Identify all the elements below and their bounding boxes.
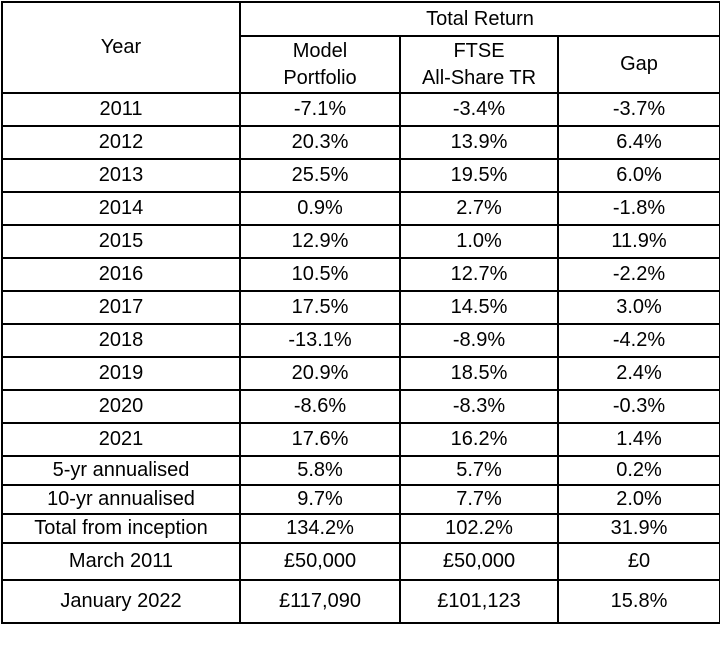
table-row: 2016 10.5% 12.7% -2.2%: [1, 257, 720, 292]
row-label: 2015: [1, 224, 241, 259]
table-row: 10-yr annualised 9.7% 7.7% 2.0%: [1, 484, 720, 515]
table-row: 2018 -13.1% -8.9% -4.2%: [1, 323, 720, 358]
value-cell: £0: [556, 542, 720, 581]
row-label: 2019: [1, 356, 241, 391]
ftse-all-share-column-header: FTSE All-Share TR: [399, 35, 559, 94]
value-cell: 17.6%: [239, 422, 401, 457]
value-cell: £101,123: [399, 579, 559, 624]
row-label: 2021: [1, 422, 241, 457]
value-cell: -4.2%: [556, 323, 720, 358]
row-label: 2018: [1, 323, 241, 358]
value-cell: 20.3%: [239, 125, 401, 160]
row-label: 2017: [1, 290, 241, 325]
table-body: 2011 -7.1% -3.4% -3.7% 2012 20.3% 13.9% 6.4% 201…: [1, 92, 720, 624]
value-cell: 14.5%: [399, 290, 559, 325]
row-label: Total from inception: [1, 513, 241, 544]
value-cell: -8.6%: [239, 389, 401, 424]
value-cell: 31.9%: [556, 513, 720, 544]
table-row: 2015 12.9% 1.0% 11.9%: [1, 224, 720, 259]
table-row: 2013 25.5% 19.5% 6.0%: [1, 158, 720, 193]
value-cell: 15.8%: [556, 579, 720, 624]
table-row: 2019 20.9% 18.5% 2.4%: [1, 356, 720, 391]
value-cell: 18.5%: [399, 356, 559, 391]
table-row: 2017 17.5% 14.5% 3.0%: [1, 290, 720, 325]
row-label: 2016: [1, 257, 241, 292]
model-portfolio-column-header: Model Portfolio: [239, 35, 401, 94]
value-cell: -2.2%: [556, 257, 720, 292]
value-cell: 13.9%: [399, 125, 559, 160]
value-cell: -8.9%: [399, 323, 559, 358]
value-cell: 0.2%: [556, 455, 720, 486]
table-row: March 2011 £50,000 £50,000 £0: [1, 542, 720, 581]
value-cell: £117,090: [239, 579, 401, 624]
returns-table: Year Total Return Model Portfolio FTSE A…: [1, 1, 720, 624]
value-cell: -0.3%: [556, 389, 720, 424]
table-row: 2014 0.9% 2.7% -1.8%: [1, 191, 720, 226]
value-cell: £50,000: [239, 542, 401, 581]
value-cell: 19.5%: [399, 158, 559, 193]
table-row: January 2022 £117,090 £101,123 15.8%: [1, 579, 720, 624]
value-cell: 25.5%: [239, 158, 401, 193]
value-cell: 9.7%: [239, 484, 401, 515]
table-row: 5-yr annualised 5.8% 5.7% 0.2%: [1, 455, 720, 486]
value-cell: 0.9%: [239, 191, 401, 226]
value-cell: -3.7%: [556, 92, 720, 127]
value-cell: £50,000: [399, 542, 559, 581]
value-cell: -1.8%: [556, 191, 720, 226]
row-label: 2011: [1, 92, 241, 127]
value-cell: 1.0%: [399, 224, 559, 259]
value-cell: 134.2%: [239, 513, 401, 544]
value-cell: -7.1%: [239, 92, 401, 127]
value-cell: 12.9%: [239, 224, 401, 259]
gap-column-header: Gap: [556, 35, 720, 94]
row-label: 2013: [1, 158, 241, 193]
value-cell: 10.5%: [239, 257, 401, 292]
year-column-header: Year: [1, 1, 241, 94]
value-cell: 11.9%: [556, 224, 720, 259]
value-cell: -3.4%: [399, 92, 559, 127]
row-label: 2012: [1, 125, 241, 160]
row-label: 10-yr annualised: [1, 484, 241, 515]
value-cell: 102.2%: [399, 513, 559, 544]
value-cell: 7.7%: [399, 484, 559, 515]
table-row: 2020 -8.6% -8.3% -0.3%: [1, 389, 720, 424]
header-columns-row: Model Portfolio FTSE All-Share TR Gap: [2, 35, 720, 94]
value-cell: 3.0%: [556, 290, 720, 325]
row-label: January 2022: [1, 579, 241, 624]
value-cell: 6.4%: [556, 125, 720, 160]
value-cell: -13.1%: [239, 323, 401, 358]
value-cell: 5.8%: [239, 455, 401, 486]
value-cell: 6.0%: [556, 158, 720, 193]
total-return-group-header: Total Return: [238, 1, 720, 37]
row-label: 5-yr annualised: [1, 455, 241, 486]
value-cell: 12.7%: [399, 257, 559, 292]
value-cell: 2.0%: [556, 484, 720, 515]
value-cell: 2.7%: [399, 191, 559, 226]
value-cell: 1.4%: [556, 422, 720, 457]
table-header: Year Total Return Model Portfolio FTSE A…: [1, 1, 720, 94]
table-row: Total from inception 134.2% 102.2% 31.9%: [1, 513, 720, 544]
value-cell: 17.5%: [239, 290, 401, 325]
value-cell: -8.3%: [399, 389, 559, 424]
table-row: 2011 -7.1% -3.4% -3.7%: [1, 92, 720, 127]
table-row: 2021 17.6% 16.2% 1.4%: [1, 422, 720, 457]
row-label: 2020: [1, 389, 241, 424]
value-cell: 20.9%: [239, 356, 401, 391]
row-label: March 2011: [1, 542, 241, 581]
header-group-row: Year Total Return: [1, 1, 720, 94]
value-cell: 2.4%: [556, 356, 720, 391]
value-cell: 5.7%: [399, 455, 559, 486]
table-row: 2012 20.3% 13.9% 6.4%: [1, 125, 720, 160]
row-label: 2014: [1, 191, 241, 226]
value-cell: 16.2%: [399, 422, 559, 457]
